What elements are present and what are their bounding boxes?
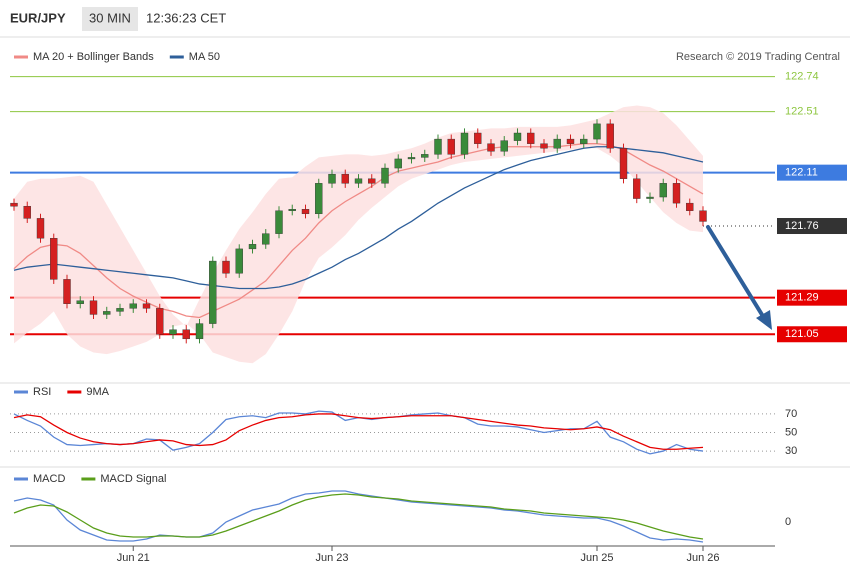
candle-body <box>474 132 482 144</box>
candle-body <box>553 138 561 149</box>
y-tick-label: 50 <box>785 426 797 438</box>
interval: 30 MIN <box>89 10 131 25</box>
candle-body <box>487 143 495 152</box>
x-tick-label: Jun 23 <box>315 552 348 564</box>
level-label: 122.11 <box>785 167 818 179</box>
forecast-arrow <box>706 225 766 320</box>
candle-body <box>619 148 628 179</box>
candle-body <box>288 209 296 211</box>
plot: 122.74 122.51 122.11 121.76 121.29 121.05 MA 2… <box>10 51 847 564</box>
candle-body <box>381 167 389 184</box>
candle-body <box>646 196 654 199</box>
y-tick-label: 30 <box>785 445 797 457</box>
y-tick-label: 70 <box>785 408 797 420</box>
candle-body <box>301 209 310 215</box>
candle-body <box>169 329 177 335</box>
level-label: 122.51 <box>785 106 819 118</box>
candle-body <box>10 202 18 207</box>
y-tick-label: 0 <box>785 516 791 528</box>
candle-body <box>209 260 217 324</box>
candle-body <box>76 300 84 304</box>
candle-body <box>354 178 363 184</box>
candle-body <box>407 157 416 160</box>
candle-body <box>421 154 429 158</box>
indicator-line <box>13 490 704 543</box>
moving-average-line <box>13 143 704 319</box>
candle-body <box>235 248 243 274</box>
candle-body <box>156 308 164 335</box>
candle-body <box>182 329 190 340</box>
candle-body <box>89 300 98 315</box>
candle-body <box>460 132 469 155</box>
candle-body <box>606 123 614 149</box>
candle-body <box>275 210 283 234</box>
legend-label: MA 50 <box>189 51 220 63</box>
level-label-box <box>777 218 847 235</box>
symbol: EUR/JPY <box>10 10 66 25</box>
candle-body <box>540 143 548 149</box>
candle-body <box>633 178 641 199</box>
forecast-arrow-head <box>756 310 772 330</box>
candle-body <box>686 202 694 211</box>
level-label: 121.76 <box>785 220 819 232</box>
candle-body <box>142 303 151 309</box>
x-tick-label: Jun 25 <box>580 552 613 564</box>
candle-body <box>195 323 204 340</box>
candle-body <box>699 210 707 222</box>
candle-body <box>513 132 522 141</box>
indicator-line <box>13 413 704 450</box>
candle-body <box>116 308 124 312</box>
candle-body <box>262 233 270 245</box>
candle-body <box>341 173 349 184</box>
level-label: 122.74 <box>785 70 819 82</box>
legend-label: MACD <box>33 473 65 485</box>
copyright: Research © 2019 Trading Central <box>676 51 840 63</box>
candle-body <box>659 183 667 198</box>
legend-label: 9MA <box>86 386 109 398</box>
indicator-line <box>13 493 704 540</box>
candle-body <box>447 138 455 155</box>
candle-body <box>315 183 323 215</box>
legend-label: MA 20 + Bollinger Bands <box>33 51 154 63</box>
level-label-box <box>777 164 847 181</box>
candle-body <box>566 138 575 144</box>
candle-body <box>672 183 681 204</box>
bollinger-band <box>14 105 703 364</box>
candle-body <box>328 173 336 184</box>
candle-body <box>248 244 257 250</box>
candle-body <box>394 158 402 169</box>
candle-body <box>222 260 230 274</box>
candle-body <box>50 238 58 280</box>
candle-body <box>593 123 601 140</box>
candle-body <box>63 279 71 304</box>
candle-body <box>129 303 137 309</box>
candle-body <box>103 311 111 315</box>
candle-body <box>500 140 508 152</box>
interval-box <box>82 7 138 31</box>
legend-label: MACD Signal <box>100 473 166 485</box>
x-tick-label: Jun 26 <box>686 552 719 564</box>
level-label-box <box>777 289 847 306</box>
level-label: 121.29 <box>785 292 819 304</box>
moving-average-line <box>13 146 704 290</box>
legend-label: RSI <box>33 386 51 398</box>
time: 12:36:23 CET <box>146 10 226 25</box>
candle-body <box>36 218 45 239</box>
x-tick-label: Jun 21 <box>117 552 150 564</box>
candle-body <box>23 205 31 219</box>
candle-body <box>368 178 376 184</box>
candle-body <box>527 132 535 144</box>
level-label-box <box>777 326 847 343</box>
candle-body <box>434 138 442 155</box>
level-label: 121.05 <box>785 328 819 340</box>
candle-body <box>580 138 588 144</box>
